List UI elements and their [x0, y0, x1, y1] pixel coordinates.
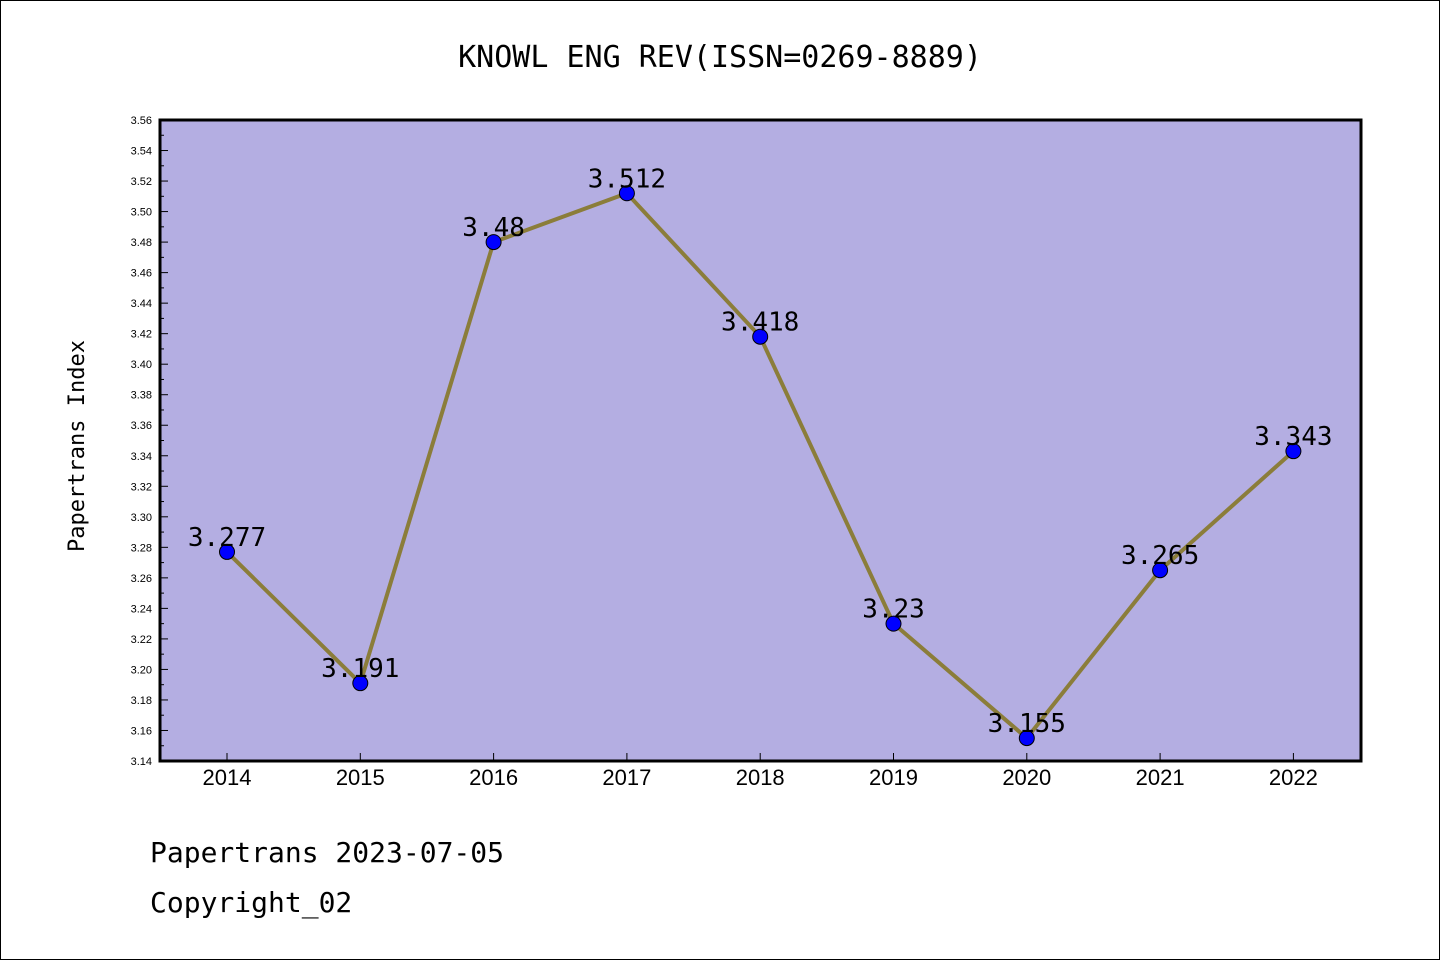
y-tick-label: 3.40 [131, 359, 152, 371]
data-point [485, 234, 502, 251]
x-tick-label: 2020 [1002, 765, 1051, 790]
plot-area [158, 118, 1363, 763]
chart-title: KNOWL ENG REV(ISSN=0269-8889) [458, 40, 982, 75]
y-tick-label: 3.22 [131, 634, 152, 646]
x-tick-label: 2022 [1269, 765, 1318, 790]
y-tick-label: 3.32 [131, 481, 152, 493]
y-tick-label: 3.34 [131, 451, 152, 463]
y-tick-label: 3.44 [131, 298, 152, 310]
data-label: 3.512 [588, 164, 666, 194]
x-tick-label: 2016 [469, 765, 518, 790]
y-tick-label: 3.36 [131, 420, 152, 432]
data-point [352, 675, 369, 692]
y-tick-label: 3.18 [131, 695, 152, 707]
data-label: 3.48 [462, 213, 525, 243]
y-tick-label: 3.46 [131, 268, 152, 280]
y-tick-label: 3.48 [131, 237, 152, 249]
data-label: 3.191 [321, 654, 399, 684]
y-tick-label: 3.28 [131, 542, 152, 554]
y-tick-label: 3.14 [131, 756, 152, 768]
y-tick-label: 3.50 [131, 207, 152, 219]
y-axis-label: Papertrans Index [65, 340, 90, 552]
x-axis: 2014 2015 2016 2017 2018 2019 2020 2021 2022 [203, 753, 1318, 790]
y-tick-label: 3.52 [131, 176, 152, 188]
data-point [1018, 730, 1035, 747]
data-label: 3.23 [862, 595, 925, 625]
footer-date: Papertrans 2023-07-05 [150, 836, 505, 869]
data-point [885, 615, 902, 632]
x-tick-label: 2017 [602, 765, 651, 790]
data-label: 3.265 [1121, 541, 1199, 571]
y-tick-label: 3.30 [131, 512, 152, 524]
x-tick-label: 2019 [869, 765, 918, 790]
data-label: 3.155 [988, 709, 1066, 739]
x-tick-label: 2015 [336, 765, 385, 790]
y-tick-label: 3.38 [131, 390, 152, 402]
data-label-group: 3.277 3.191 3.48 3.512 3.418 3.23 3.155 3.265 3.… [188, 164, 1333, 739]
y-tick-label: 3.26 [131, 573, 152, 585]
y-tick-label: 3.54 [131, 146, 152, 158]
data-point [618, 185, 635, 202]
footer-copyright: Copyright_02 [150, 886, 353, 919]
data-point [752, 328, 769, 345]
data-point [1152, 562, 1169, 579]
y-tick-label: 3.20 [131, 664, 152, 676]
x-tick-label: 2018 [736, 765, 785, 790]
series-line-group [219, 185, 1302, 747]
data-label: 3.277 [188, 523, 266, 553]
data-label: 3.418 [721, 308, 799, 338]
x-tick-label: 2021 [1136, 765, 1185, 790]
y-tick-label: 3.24 [131, 603, 152, 615]
data-label: 3.343 [1254, 422, 1332, 452]
y-tick-label: 3.56 [131, 115, 152, 127]
data-point [219, 543, 235, 560]
y-axis: 3.14 3.16 3.18 3.20 3.22 3.24 3.26 3.28 3.30 3.32… [131, 115, 168, 768]
x-tick-label: 2014 [203, 765, 252, 790]
y-tick-label: 3.16 [131, 725, 152, 737]
y-tick-label: 3.42 [131, 329, 152, 341]
data-point [1285, 443, 1302, 460]
